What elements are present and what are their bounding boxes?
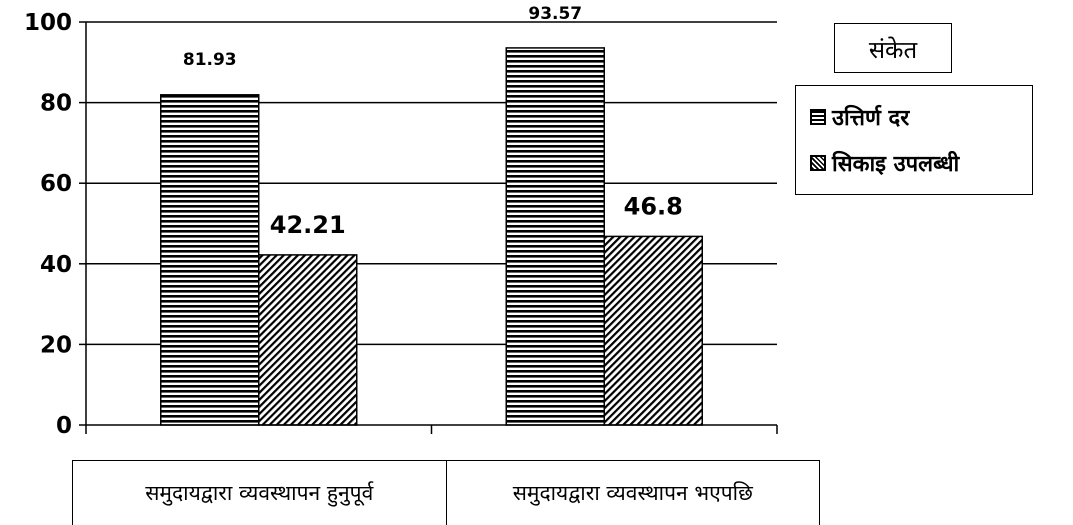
- bar-series1-cat0: [258, 254, 358, 426]
- y-tick-label-0: 0: [56, 413, 72, 439]
- legend-swatch-pass-rate: [810, 109, 826, 125]
- bar-series0-cat1: [505, 47, 605, 426]
- legend-item-pass-rate: उत्तिर्ण दर: [810, 102, 909, 132]
- category-label-table: समुदायद्वारा व्यवस्थापन हुनुपूर्व समुदाय…: [72, 460, 820, 525]
- data-label-series0-cat0: 81.93: [183, 50, 237, 70]
- y-tick-label-60: 60: [40, 171, 72, 197]
- data-label-series0-cat1: 93.57: [528, 4, 582, 24]
- legend-swatch-learning-achievement: [810, 155, 826, 171]
- data-label-series1-cat1: 46.8: [624, 192, 683, 220]
- category-label-before: समुदायद्वारा व्यवस्थापन हुनुपूर्व: [145, 481, 374, 505]
- legend-title-box: संकेत: [834, 23, 952, 73]
- y-tick-label-20: 20: [40, 332, 72, 358]
- bar-series1-cat1: [603, 235, 703, 426]
- legend-label-pass-rate: उत्तिर्ण दर: [832, 106, 910, 131]
- legend-item-learning-achievement: सिकाइ उपलब्धी: [810, 148, 959, 178]
- y-tick-label-100: 100: [24, 10, 72, 36]
- legend: उत्तिर्ण दर सिकाइ उपलब्धी: [795, 85, 1033, 195]
- category-label-after: समुदायद्वारा व्यवस्थापन भएपछि: [445, 461, 820, 525]
- legend-label-learning-achievement: सिकाइ उपलब्धी: [832, 152, 960, 177]
- data-label-series1-cat0: 42.21: [270, 211, 346, 239]
- y-tick-label-80: 80: [40, 91, 72, 117]
- legend-title: संकेत: [868, 36, 918, 64]
- y-tick-label-40: 40: [40, 252, 72, 278]
- bar-series0-cat0: [160, 94, 260, 426]
